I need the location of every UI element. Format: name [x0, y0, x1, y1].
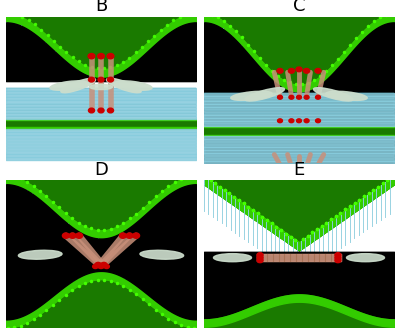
Ellipse shape: [231, 91, 272, 100]
Circle shape: [98, 77, 104, 82]
Circle shape: [93, 264, 98, 269]
Circle shape: [62, 233, 69, 238]
Circle shape: [108, 108, 114, 113]
Circle shape: [335, 255, 341, 260]
Ellipse shape: [314, 88, 353, 101]
Ellipse shape: [90, 84, 112, 89]
Circle shape: [120, 233, 126, 238]
Circle shape: [277, 69, 283, 73]
Circle shape: [98, 53, 104, 59]
Circle shape: [296, 95, 302, 99]
Circle shape: [257, 253, 263, 257]
Circle shape: [289, 119, 294, 123]
Circle shape: [88, 108, 94, 113]
Ellipse shape: [106, 78, 141, 93]
Circle shape: [316, 119, 320, 123]
Circle shape: [289, 95, 294, 99]
Text: D: D: [94, 160, 108, 179]
Circle shape: [98, 108, 104, 113]
Circle shape: [98, 264, 104, 269]
Circle shape: [278, 119, 282, 123]
Ellipse shape: [114, 81, 152, 90]
Circle shape: [296, 119, 302, 123]
Text: E: E: [293, 160, 305, 179]
Circle shape: [108, 77, 114, 82]
Text: B: B: [95, 0, 107, 15]
Circle shape: [257, 255, 263, 260]
Ellipse shape: [346, 254, 384, 262]
Circle shape: [316, 95, 320, 99]
Ellipse shape: [245, 88, 284, 101]
Ellipse shape: [18, 250, 62, 259]
Ellipse shape: [140, 250, 184, 259]
Circle shape: [335, 258, 341, 263]
Circle shape: [104, 264, 109, 269]
Circle shape: [69, 233, 76, 238]
Circle shape: [304, 119, 309, 123]
Circle shape: [88, 53, 95, 59]
Text: C: C: [293, 0, 305, 15]
Circle shape: [304, 69, 310, 73]
Circle shape: [76, 233, 82, 238]
Circle shape: [126, 233, 133, 238]
Ellipse shape: [214, 254, 252, 262]
Ellipse shape: [326, 91, 367, 100]
Circle shape: [107, 53, 114, 59]
Circle shape: [257, 258, 263, 263]
Circle shape: [296, 67, 302, 72]
Circle shape: [288, 69, 294, 73]
Circle shape: [88, 77, 94, 82]
Circle shape: [100, 262, 107, 268]
Circle shape: [304, 95, 309, 99]
Circle shape: [335, 253, 341, 257]
Circle shape: [278, 95, 282, 99]
Circle shape: [315, 69, 321, 73]
Ellipse shape: [61, 78, 96, 93]
Circle shape: [133, 233, 140, 238]
Circle shape: [95, 262, 102, 268]
Ellipse shape: [50, 81, 88, 90]
